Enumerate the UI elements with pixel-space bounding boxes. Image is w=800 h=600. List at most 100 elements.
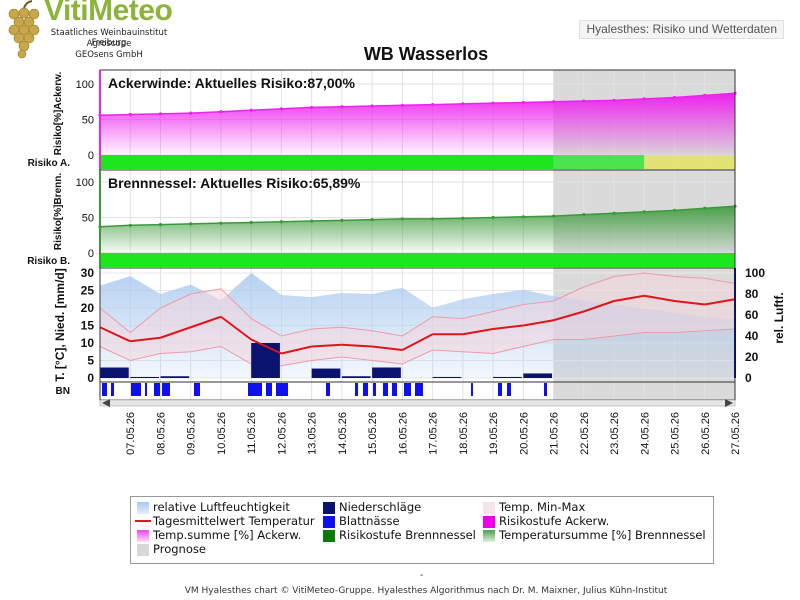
ackerwinde-point [612,98,616,102]
ackerwinde-point [279,107,284,111]
weather-right-tick-label: 40 [745,329,759,343]
legend-item-temp-range: Temp. Min-Max [499,500,586,514]
brennnessel-line-segment [341,218,373,222]
brennnessel-point [279,220,284,224]
precip-swatch [323,502,335,514]
weather-left-tick-label: 10 [81,336,95,350]
brennnessel-point [310,219,314,223]
brennnessel-line-segment [281,220,312,223]
ackerwinde-point [461,102,465,106]
brennnessel-current-risk-label: Brennnessel: Aktuelles Risiko:65,89% [108,175,361,191]
ackerwinde-point [310,105,314,110]
ackerwinde-line-segment [99,113,131,116]
leafwet-mark [373,383,376,396]
date-tick-label: 16.05.26 [397,412,409,455]
prognose-swatch [137,544,149,556]
brennnessel-ytick-label: 0 [88,248,94,260]
brennnessel-line-segment [160,223,191,226]
leafwet-mark [111,383,114,396]
ackerwinde-point [431,102,435,107]
temp-mean-segment [462,328,494,336]
ackerwinde-ytick-label: 0 [88,150,94,162]
brennnessel-line-segment [251,221,282,224]
brennnessel-point [551,214,556,218]
date-tick-label: 07.05.26 [125,412,137,455]
brennnessel-line-segment [462,216,494,219]
ackerwinde-point [158,112,163,116]
leafwet-mark [363,383,368,396]
ackerwinde-current-risk-label: Ackerwinde: Aktuelles Risiko:87,00% [108,75,355,91]
brennnessel-point [370,218,374,222]
ackerwinde-line-segment [644,96,675,100]
ackerwinde-point [189,111,193,115]
ackerwinde-line-segment [432,103,463,106]
brennnessel-ytick-label: 100 [76,177,94,189]
weather-left-tick-label: 5 [87,354,94,368]
brennnessel-point [582,213,586,217]
ackerwinde-line-segment [704,92,736,97]
ackerwinde-line-segment [402,103,433,107]
temp-mean-segment [311,343,342,348]
weather-right-tick-label: 80 [745,287,759,301]
temp-mean-segment [553,310,585,322]
ackerwinde-line-segment [341,105,373,108]
precip-bar [251,343,280,378]
ackerwinde-line-segment [281,106,312,110]
precip-bar [523,373,553,378]
brennnessel-line-segment [674,207,705,212]
temp-mean-segment [492,324,524,330]
chart-title: WB Wasserlos [363,44,489,64]
brennnessel-point [672,208,677,212]
leafwet-mark [498,383,502,396]
date-tick-label: 20.05.26 [518,412,530,455]
brennnessel-line-segment [190,222,221,225]
brennnessel-line-segment [523,215,554,218]
brennnessel-point [128,223,132,227]
brennnessel-line-segment [372,218,403,221]
temp-mean-segment [190,315,222,329]
date-tick-label: 25.05.26 [670,412,682,455]
brennnessel-ytick-label: 50 [82,213,94,225]
date-tick-label: 21.05.26 [549,412,561,455]
ackerwinde-line-segment [583,99,615,102]
temp-mean-segment [372,345,403,351]
institute-line: Staatliches Weinbauinstitut Freiburg [50,28,168,48]
ackerwinde-point [249,108,253,112]
temp-mean-segment [583,300,615,313]
ackerwinde-point [340,105,344,109]
chart-subtitle-tag: Hyalesthes: Risiko und Wetterdaten [579,20,784,39]
leafwet-mark [266,383,272,396]
ackerwinde-point [491,101,495,105]
brennnessel-line-segment [99,224,131,228]
ackerwinde-line-segment [311,105,342,109]
legend-item-tempsum-ackerw: Temp.summe [%] Ackerw. [153,528,302,542]
leafwet-swatch [323,516,335,528]
precip-bar [100,367,129,378]
leafwet-mark [162,383,170,396]
date-tick-label: 12.05.26 [276,412,288,455]
humidity-swatch [137,502,149,514]
brennnessel-point [158,223,163,227]
time-scrollbar [99,399,736,407]
leafwet-mark [326,383,330,396]
ackerwinde-point [219,110,223,114]
temp-mean-segment [99,326,131,343]
leafwet-mark [355,383,358,396]
temp-range-swatch [483,502,495,514]
date-tick-label: 24.05.26 [639,412,651,455]
ackerwinde-line-segment [220,109,252,113]
ackerwinde-line-segment [462,102,494,105]
leafwet-mark [194,383,200,396]
brennnessel-point [703,206,707,210]
weather-left-tick-label: 0 [87,371,94,385]
ackerwinde-point [582,99,586,103]
ackerwinde-risk-segment [100,155,554,169]
weather-left-axis-label: T. [°C], Nied. [mm/d] [53,268,67,381]
legend-item-precip: Niederschläge [339,500,422,514]
legend-item-risk-ackerw: Risikostufe Ackerw. [499,514,610,528]
temp-mean-segment [674,300,705,306]
footer-dash: - [420,570,424,581]
precip-bar [130,376,159,378]
ackerwinde-point [703,93,707,97]
